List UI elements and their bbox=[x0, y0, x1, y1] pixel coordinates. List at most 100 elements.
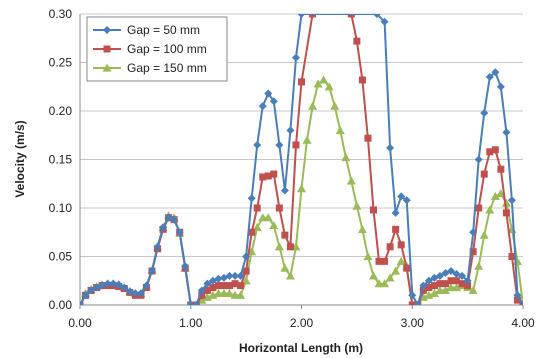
data-point bbox=[346, 176, 356, 185]
data-point bbox=[440, 285, 450, 295]
data-point bbox=[403, 264, 411, 272]
data-point bbox=[441, 280, 449, 288]
data-point bbox=[502, 209, 510, 217]
data-point bbox=[131, 289, 140, 298]
data-point bbox=[419, 286, 427, 294]
data-point bbox=[458, 280, 466, 288]
data-point bbox=[491, 146, 499, 154]
data-point bbox=[259, 173, 267, 181]
y-tick-label: 0.25 bbox=[49, 56, 73, 70]
x-tick-label: 4.00 bbox=[511, 316, 535, 330]
data-point bbox=[136, 289, 145, 298]
data-point bbox=[496, 188, 506, 198]
data-point bbox=[292, 141, 300, 149]
data-point bbox=[192, 301, 201, 305]
data-point bbox=[380, 279, 390, 288]
data-point bbox=[203, 279, 212, 288]
data-point bbox=[464, 282, 472, 290]
data-point bbox=[109, 279, 118, 288]
data-point bbox=[231, 271, 240, 280]
data-point bbox=[513, 296, 521, 304]
data-point bbox=[142, 281, 151, 290]
data-point bbox=[170, 215, 179, 224]
data-point bbox=[309, 14, 317, 18]
data-point bbox=[386, 143, 395, 152]
data-point bbox=[447, 267, 456, 276]
data-point bbox=[501, 198, 511, 207]
data-point bbox=[231, 280, 239, 288]
data-point bbox=[214, 282, 222, 290]
data-point bbox=[242, 267, 250, 275]
data-point bbox=[381, 257, 389, 265]
x-tick-label: 1.00 bbox=[179, 316, 203, 330]
data-point bbox=[485, 73, 494, 82]
legend-item: Gap = 150 mm bbox=[93, 61, 207, 75]
data-point bbox=[286, 243, 294, 251]
data-point bbox=[308, 101, 318, 110]
data-point bbox=[225, 271, 234, 280]
data-point bbox=[225, 288, 235, 297]
data-point bbox=[103, 279, 112, 288]
data-point bbox=[198, 291, 206, 299]
data-point bbox=[253, 140, 262, 149]
y-axis-title: Velocity (m/s) bbox=[13, 120, 27, 197]
data-point bbox=[396, 256, 406, 265]
data-point bbox=[175, 228, 184, 237]
data-point bbox=[380, 17, 389, 26]
data-point bbox=[298, 78, 305, 86]
data-point bbox=[280, 186, 289, 195]
legend-label: Gap = 100 mm bbox=[127, 42, 207, 56]
data-point bbox=[236, 271, 245, 280]
data-point bbox=[347, 14, 355, 18]
legend-label: Gap = 150 mm bbox=[127, 61, 207, 75]
legend: Gap = 50 mm Gap = 100 mm Gap = 150 mm bbox=[86, 16, 228, 82]
data-point bbox=[419, 281, 428, 290]
data-point bbox=[274, 242, 284, 251]
data-point bbox=[429, 288, 439, 297]
data-point bbox=[264, 172, 272, 180]
data-point bbox=[436, 280, 444, 288]
data-point bbox=[226, 282, 234, 290]
data-point bbox=[513, 291, 522, 300]
data-point bbox=[297, 14, 306, 18]
data-point bbox=[159, 223, 168, 232]
data-point bbox=[120, 283, 129, 292]
legend-swatch-marker bbox=[102, 63, 112, 72]
series-diamond bbox=[80, 14, 523, 305]
data-point bbox=[413, 301, 422, 305]
data-point bbox=[269, 220, 279, 230]
y-tick-label: 0.20 bbox=[49, 104, 73, 118]
data-point bbox=[197, 286, 206, 295]
data-point bbox=[209, 284, 217, 292]
x-tick-label: 3.00 bbox=[401, 316, 425, 330]
data-point bbox=[369, 206, 377, 214]
data-point bbox=[242, 252, 251, 261]
y-tick-label: 0.00 bbox=[49, 298, 73, 312]
data-point bbox=[453, 277, 461, 285]
data-point bbox=[114, 280, 123, 289]
y-tick-label: 0.10 bbox=[49, 201, 73, 215]
data-point bbox=[236, 290, 246, 299]
data-point bbox=[264, 89, 273, 98]
legend-swatch-marker bbox=[103, 45, 111, 53]
data-point bbox=[87, 286, 96, 295]
data-point bbox=[469, 248, 477, 256]
data-point bbox=[319, 75, 329, 84]
data-point bbox=[391, 266, 401, 275]
legend-item: Gap = 50 mm bbox=[93, 23, 200, 37]
x-tick-label: 0.00 bbox=[68, 316, 92, 330]
data-point bbox=[285, 271, 295, 280]
data-point bbox=[469, 228, 478, 237]
data-point bbox=[275, 140, 284, 149]
y-tick-label: 0.15 bbox=[49, 153, 73, 167]
data-point bbox=[248, 228, 256, 236]
data-point bbox=[368, 271, 378, 280]
data-point bbox=[408, 301, 416, 305]
data-point bbox=[491, 68, 500, 77]
data-point bbox=[474, 261, 484, 270]
data-point bbox=[220, 282, 228, 290]
data-point bbox=[458, 271, 467, 280]
data-point bbox=[297, 184, 306, 193]
data-point bbox=[330, 101, 340, 110]
y-tick-label: 0.05 bbox=[49, 250, 73, 264]
